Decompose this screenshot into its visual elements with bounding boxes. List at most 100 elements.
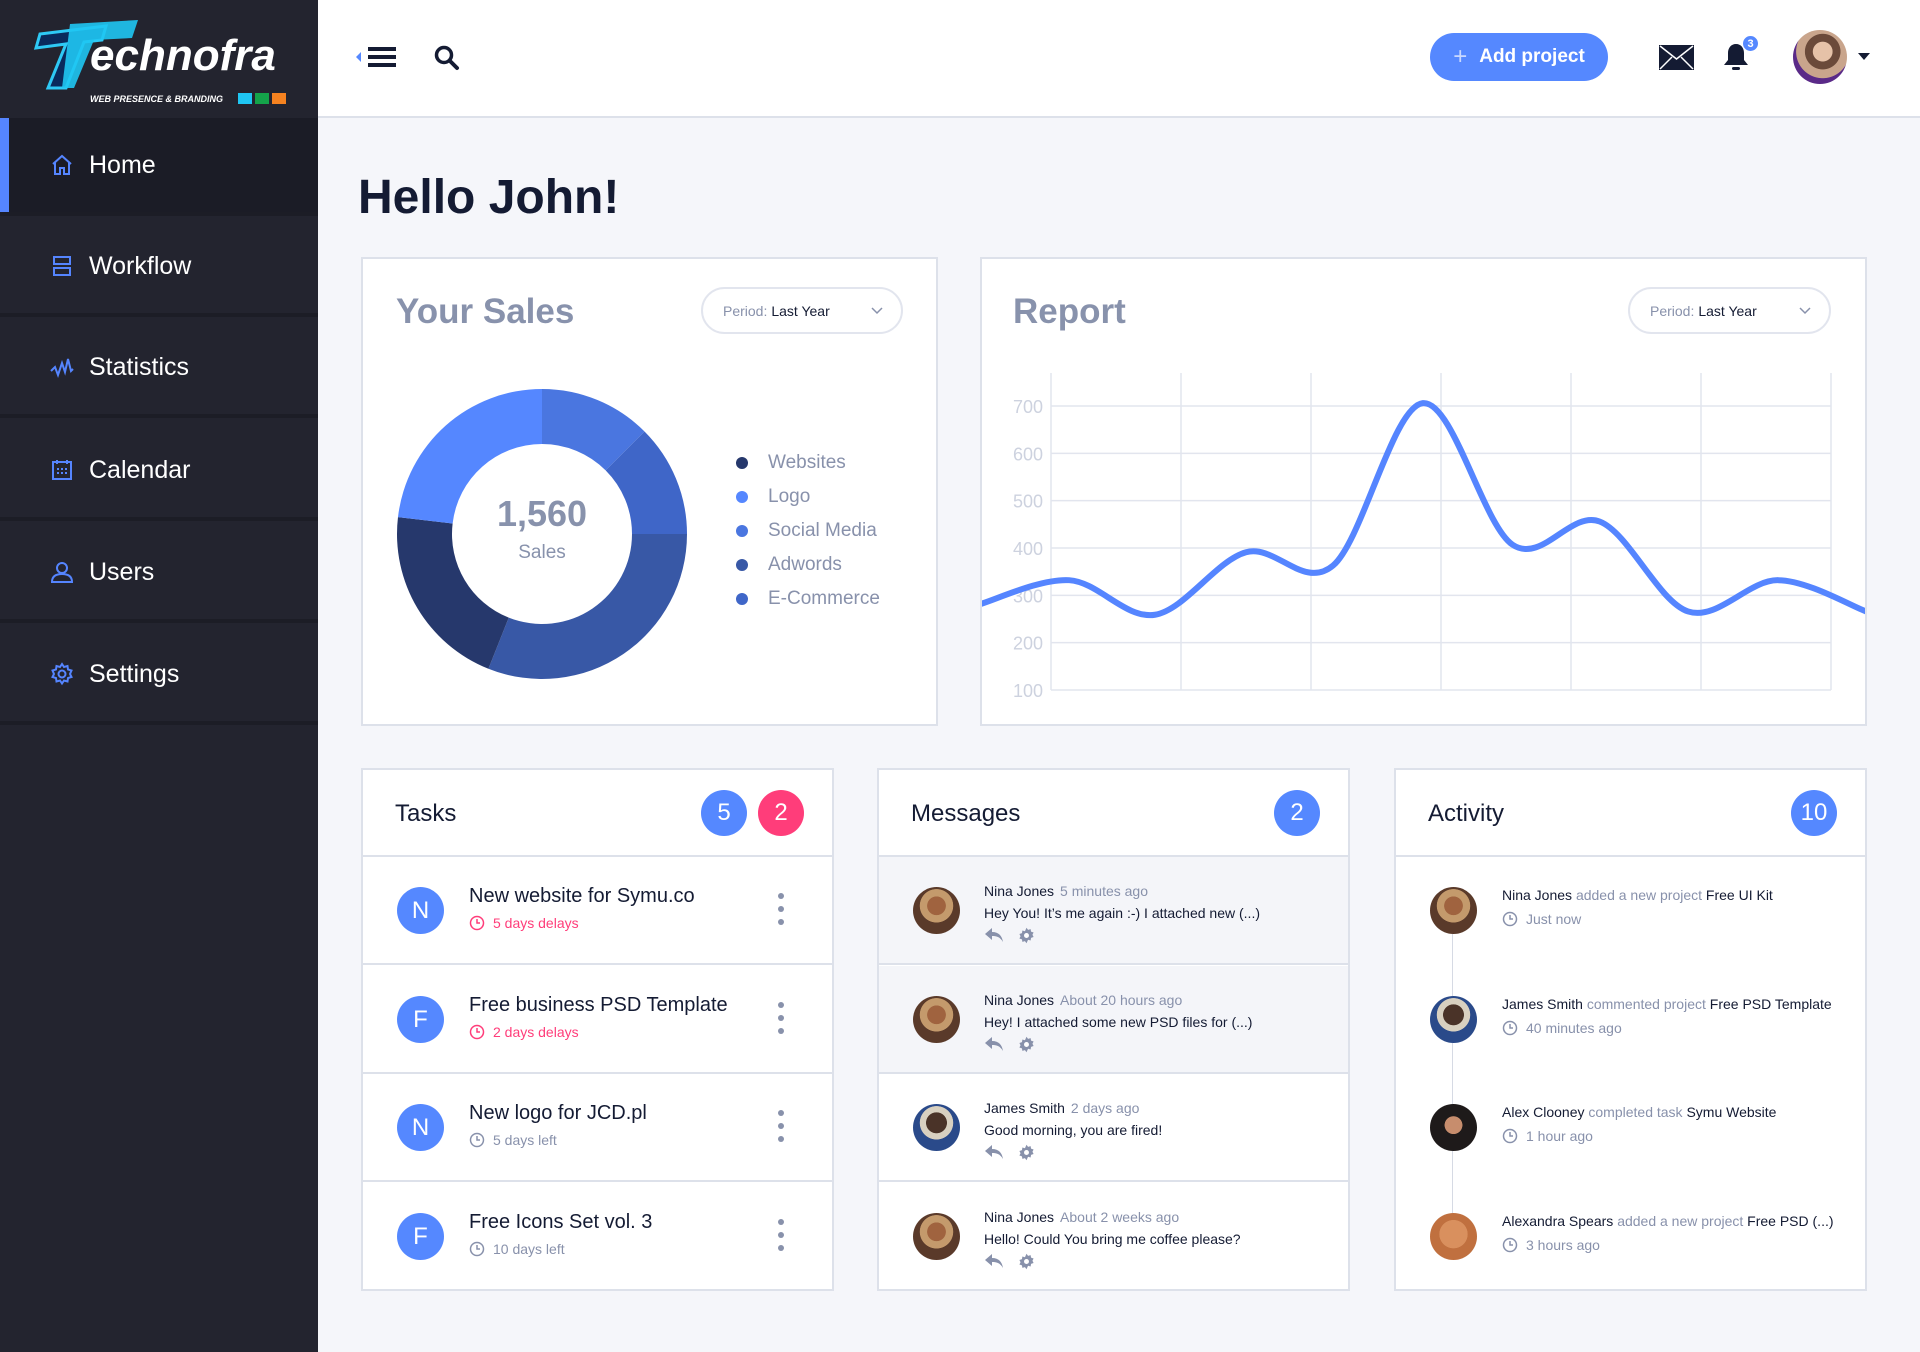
activity-target[interactable]: Free UI Kit	[1705, 887, 1773, 903]
tasks-title: Tasks	[395, 800, 457, 827]
task-row[interactable]: F Free Icons Set vol. 3 10 days left	[363, 1183, 832, 1291]
reply-icon[interactable]	[984, 1144, 1004, 1160]
report-card	[980, 257, 1867, 726]
actor-name: Alexandra Spears	[1502, 1212, 1614, 1229]
message-row[interactable]: Nina Jones About 20 hours ago Hey! I atta…	[879, 965, 1348, 1074]
donut-slice-e-commerce	[605, 431, 687, 534]
message-row[interactable]: Nina Jones About 2 weeks ago Hello! Could…	[879, 1183, 1348, 1291]
actor-avatar	[1430, 887, 1477, 934]
gear-icon[interactable]	[1018, 1144, 1035, 1161]
clock-icon	[469, 1132, 485, 1148]
task-due: 5 days delays	[493, 915, 579, 931]
menu-toggle-icon[interactable]	[356, 46, 398, 68]
more-options-icon[interactable]	[778, 1001, 784, 1041]
more-options-icon[interactable]	[778, 1110, 784, 1149]
sales-title: Your Sales	[396, 292, 575, 331]
bell-icon[interactable]	[1723, 42, 1749, 72]
sender-avatar	[913, 1212, 960, 1260]
sidebar-item-statistics[interactable]: Statistics	[0, 320, 318, 418]
gear-icon[interactable]	[1018, 927, 1035, 944]
message-row[interactable]: Nina Jones 5 minutes ago Hey You! It’s me…	[879, 857, 1348, 965]
donut-slice-social-media	[542, 389, 645, 471]
sidebar-item-settings[interactable]: Settings	[0, 627, 318, 725]
sidebar-item-workflow[interactable]: Workflow	[0, 219, 318, 317]
sidebar-item-home[interactable]: Home	[0, 118, 318, 216]
activity-row[interactable]: Alexandra Spears added a new project Fre…	[1396, 1183, 1865, 1291]
search-icon[interactable]	[434, 45, 460, 71]
activity-row[interactable]: James Smith commented project Free PSD T…	[1396, 966, 1865, 1074]
donut-slice-websites	[397, 517, 509, 669]
sidebar-item-users[interactable]: Users	[0, 525, 318, 623]
calendar-icon	[52, 460, 72, 480]
activity-target[interactable]: Free PSD (...)	[1747, 1212, 1834, 1229]
activity-target[interactable]: Symu Website	[1686, 1104, 1777, 1120]
actor-name: Alex Clooney	[1502, 1104, 1585, 1120]
message-row[interactable]: James Smith 2 days ago Good morning, you …	[879, 1074, 1348, 1182]
task-title: New website for Symu.co	[469, 885, 695, 907]
sales-total-label: Sales	[518, 542, 566, 563]
activity-time: 1 hour ago	[1526, 1128, 1593, 1144]
activity-action: added a new project	[1575, 887, 1703, 903]
mail-icon[interactable]	[1659, 45, 1694, 70]
gear-icon[interactable]	[1018, 1253, 1035, 1270]
workflow-icon	[53, 256, 71, 276]
sender-name: Nina Jones	[984, 883, 1055, 899]
messages-title: Messages	[911, 800, 1021, 827]
activity-row[interactable]: Nina Jones added a new project Free UI K…	[1396, 857, 1865, 965]
sales-donut-chart	[397, 389, 687, 679]
report-series-line	[982, 400, 1865, 619]
reply-icon[interactable]	[984, 1036, 1004, 1052]
notification-badge: 3	[1742, 35, 1759, 52]
sidebar-item-label: Statistics	[89, 352, 190, 381]
activity-count-badge: 10	[1791, 790, 1837, 836]
reply-icon[interactable]	[984, 927, 1004, 943]
caret-down-icon[interactable]	[1858, 53, 1870, 61]
user-avatar[interactable]	[1793, 30, 1847, 84]
legend-label: Adwords	[768, 554, 842, 575]
message-time: About 20 hours ago	[1060, 991, 1183, 1008]
clock-icon	[1502, 1020, 1518, 1035]
messages-count-badge: 2	[1274, 790, 1320, 836]
task-row[interactable]: N New logo for JCD.pl 5 days left	[363, 1074, 832, 1182]
y-tick-label: 100	[1013, 681, 1043, 701]
period-label: Period:	[723, 302, 768, 319]
more-options-icon[interactable]	[778, 1218, 784, 1258]
activity-action: commented project	[1586, 995, 1706, 1012]
clock-icon	[1502, 1128, 1518, 1144]
activity-time: Just now	[1526, 911, 1582, 927]
reply-icon[interactable]	[984, 1253, 1004, 1269]
sales-period-dropdown[interactable]: Period: Last Year	[701, 287, 903, 334]
sidebar: echnofra WEB PRESENCE & BRANDING Home Wor…	[0, 0, 318, 1352]
sidebar-item-label: Workflow	[89, 251, 192, 280]
tasks-header: Tasks 5 2	[363, 770, 832, 857]
add-project-button[interactable]: + Add project	[1430, 33, 1608, 81]
task-avatar: F	[397, 1212, 444, 1260]
svg-text:echnofra: echnofra	[90, 31, 276, 80]
task-row[interactable]: F Free business PSD Template 2 days dela…	[363, 966, 832, 1074]
activity-card: Activity 10 Nina Jones added a new proje…	[1394, 768, 1867, 1291]
task-avatar: N	[397, 887, 444, 934]
activity-target[interactable]: Free PSD Template	[1709, 995, 1832, 1012]
activity-row[interactable]: Alex Clooney completed task Symu Website…	[1396, 1074, 1865, 1182]
sender-avatar	[913, 887, 960, 934]
clock-icon	[469, 1241, 485, 1256]
sender-name: James Smith	[984, 1100, 1065, 1116]
sidebar-item-label: Settings	[89, 659, 180, 688]
sidebar-item-label: Users	[89, 557, 155, 586]
more-options-icon[interactable]	[778, 893, 784, 932]
chevron-down-icon	[871, 307, 883, 315]
gear-icon[interactable]	[1018, 1036, 1035, 1053]
task-due: 10 days left	[493, 1240, 565, 1257]
legend-item: Websites	[736, 452, 846, 474]
task-row[interactable]: N New website for Symu.co 5 days delays	[363, 857, 832, 965]
legend-label: E-Commerce	[768, 588, 880, 609]
y-tick-label: 600	[1013, 444, 1043, 464]
legend-label: Social Media	[768, 520, 877, 541]
tasks-overdue-badge: 2	[758, 790, 804, 836]
sidebar-item-calendar[interactable]: Calendar	[0, 423, 318, 521]
tasks-count-badge: 5	[701, 790, 747, 836]
report-title: Report	[1013, 292, 1126, 331]
actor-avatar	[1430, 1104, 1477, 1151]
report-period-dropdown[interactable]: Period: Last Year	[1628, 287, 1831, 334]
